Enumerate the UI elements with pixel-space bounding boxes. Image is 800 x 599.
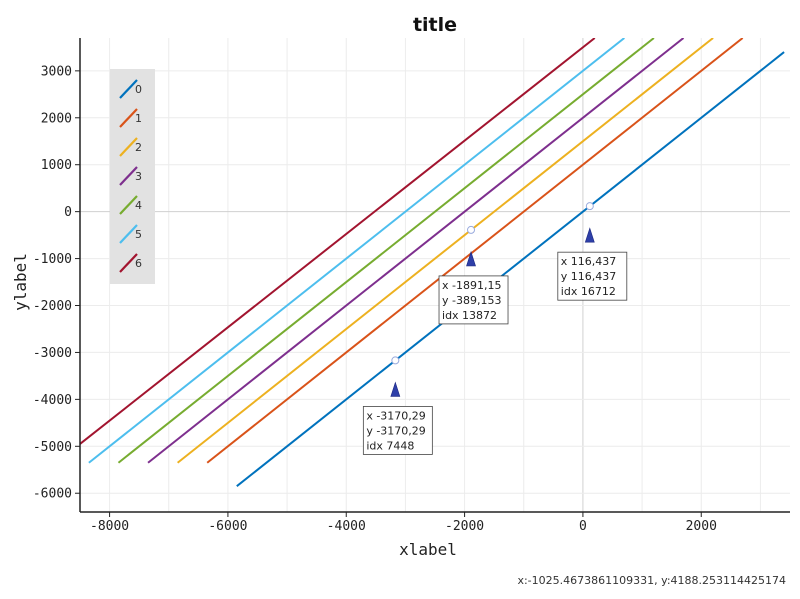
y-tick-label: 3000: [41, 64, 72, 79]
x-axis-label: xlabel: [399, 540, 457, 559]
y-tick-label: -2000: [33, 299, 72, 314]
annotations: x -3170,29 y -3170,29 idx 7448 x -1891,15 y …: [362, 202, 628, 455]
series-line-0: [236, 51, 785, 487]
datatip-point: [391, 356, 400, 365]
legend-label-3[interactable]: 3: [135, 170, 142, 183]
x-tick-label: -8000: [90, 519, 129, 534]
datatip-point: [585, 202, 594, 211]
series-line-6: [80, 38, 596, 445]
datatip-marker: [584, 227, 595, 243]
legend-label-6[interactable]: 6: [135, 257, 142, 270]
datatip-text: x 116,437: [561, 255, 617, 268]
x-tick-label: 2000: [686, 519, 717, 534]
datatip-text: x -3170,29: [366, 409, 425, 422]
axes: [75, 38, 790, 517]
coordinate-readout: x:-1025.4673861109331, y:4188.2531144251…: [517, 574, 786, 587]
y-axis-label: ylabel: [11, 253, 30, 311]
series-line-4: [117, 38, 655, 464]
x-tick-label: -2000: [445, 519, 484, 534]
legend-swatch-2[interactable]: [119, 137, 138, 157]
datatip-text: y 116,437: [561, 270, 617, 283]
y-tick-label: -5000: [33, 440, 72, 455]
legend-swatch-4[interactable]: [119, 195, 138, 215]
legend-label-0[interactable]: 0: [135, 83, 142, 96]
y-tick-label: -3000: [33, 346, 72, 361]
datatip-text: x -1891,15: [442, 279, 501, 292]
legend[interactable]: 0 1 2 3 4 5 6: [110, 69, 155, 284]
tick-labels: -8000 -6000 -4000 -2000 0 2000 3000 2000 1000 0 -1…: [33, 64, 717, 534]
datatip-box: [557, 251, 628, 301]
datatip-text: idx 13872: [442, 309, 497, 322]
x-tick-label: 0: [579, 519, 587, 534]
y-tick-label: -4000: [33, 393, 72, 408]
datatip-marker: [390, 381, 401, 397]
series-line-3: [147, 38, 685, 464]
legend-swatch-5[interactable]: [119, 224, 138, 244]
x-tick-label: -4000: [327, 519, 366, 534]
legend-swatch-1[interactable]: [119, 108, 138, 128]
legend-swatch-3[interactable]: [119, 166, 138, 186]
series-line-5: [88, 38, 625, 464]
legend-label-2[interactable]: 2: [135, 141, 142, 154]
datatip-text: idx 16712: [561, 285, 616, 298]
chart-title: title: [413, 14, 457, 36]
y-tick-label: -1000: [33, 252, 72, 267]
datatip-text: idx 7448: [366, 439, 414, 452]
datatip-text: y -389,153: [442, 294, 501, 307]
legend-swatch-0[interactable]: [119, 79, 138, 99]
legend-box: [110, 69, 155, 284]
legend-label-5[interactable]: 5: [135, 228, 142, 241]
series-line-2: [177, 38, 714, 464]
series-line-1: [206, 38, 744, 464]
legend-label-1[interactable]: 1: [135, 112, 142, 125]
datatip-box: [438, 275, 509, 325]
x-tick-label: -6000: [208, 519, 247, 534]
legend-swatch-6[interactable]: [119, 253, 138, 273]
datatip-box: [362, 406, 433, 455]
datatip-text: y -3170,29: [366, 424, 425, 437]
legend-label-4[interactable]: 4: [135, 199, 142, 212]
grid: [80, 38, 790, 512]
series-group: [80, 38, 785, 487]
y-tick-label: -6000: [33, 487, 72, 502]
y-tick-label: 2000: [41, 111, 72, 126]
y-tick-label: 0: [64, 205, 72, 220]
y-tick-label: 1000: [41, 158, 72, 173]
datatip-point: [467, 225, 476, 234]
datatip-marker: [466, 250, 476, 267]
